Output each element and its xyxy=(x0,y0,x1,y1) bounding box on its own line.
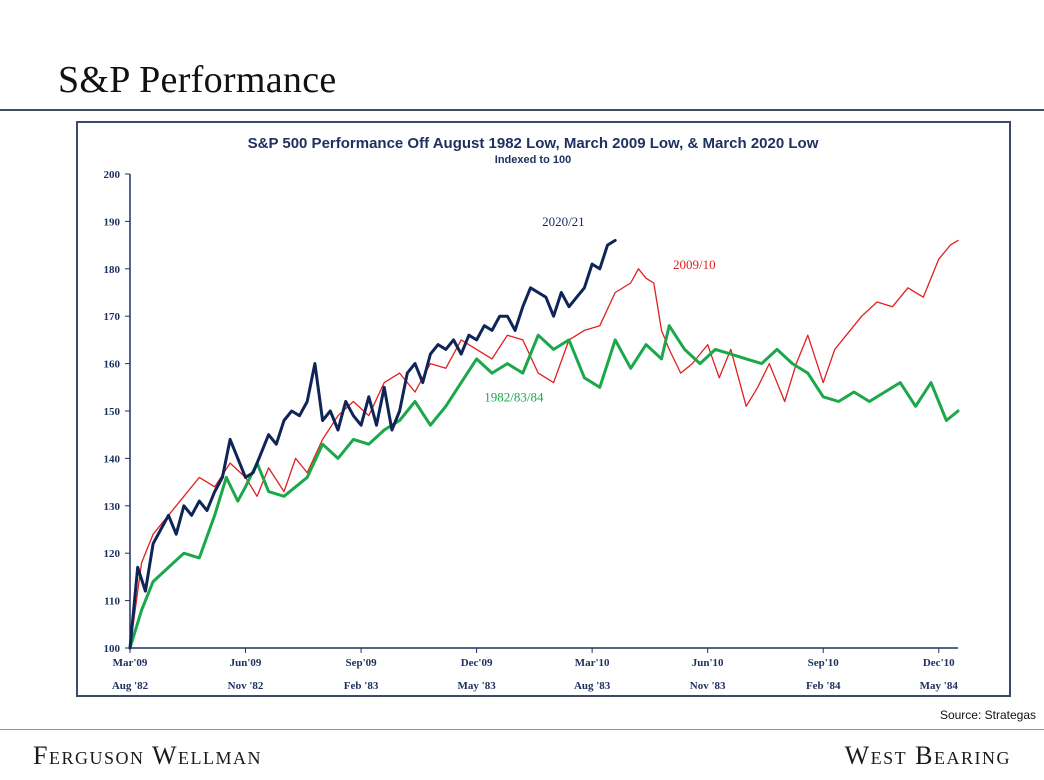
annotations: 2020/21 2009/10 1982/83/84 xyxy=(484,214,715,404)
series-label: 1982/83/84 xyxy=(484,390,544,405)
chart-subtitle: Indexed to 100 xyxy=(495,154,571,166)
y-tick-label: 160 xyxy=(104,359,121,371)
x-tick-label-secondary: May '83 xyxy=(458,680,497,692)
x-tick-label: Dec'09 xyxy=(461,657,493,669)
y-tick-label: 140 xyxy=(104,453,121,465)
x-tick-label: Jun'10 xyxy=(692,657,724,669)
x-tick-label-secondary: Nov '82 xyxy=(228,680,264,692)
y-tick-label: 100 xyxy=(104,643,121,655)
y-tick-label: 190 xyxy=(104,216,121,228)
x-tick-label: Sep'10 xyxy=(808,657,840,669)
y-tick-label: 110 xyxy=(104,596,120,608)
series-line-2009-10 xyxy=(129,239,959,649)
chart-title: S&P 500 Performance Off August 1982 Low,… xyxy=(248,135,819,152)
x-tick-label: Jun'09 xyxy=(230,657,262,669)
series-line-2020-21 xyxy=(128,238,617,650)
brand-ferguson-wellman: Ferguson Wellman xyxy=(33,741,263,770)
chart-frame: S&P 500 Performance Off August 1982 Low,… xyxy=(76,121,1011,697)
y-tick-label: 150 xyxy=(104,406,121,418)
y-tick-label: 180 xyxy=(104,264,121,276)
x-tick-label-secondary: Aug '82 xyxy=(112,680,149,692)
series-line-1982-83-84 xyxy=(128,324,960,650)
y-tick-label: 120 xyxy=(104,548,121,560)
slide-title: S&P Performance xyxy=(58,59,337,101)
axes: 100 110 120 130 140 150 160 170 180 190 200 Mar'09 A… xyxy=(104,169,959,692)
brand-west-bearing: West Bearing xyxy=(844,741,1011,770)
x-tick-label: Sep'09 xyxy=(345,657,377,669)
y-tick-label: 130 xyxy=(104,501,121,513)
y-tick-label: 200 xyxy=(104,169,121,181)
x-tick-label: Mar'09 xyxy=(113,657,148,669)
source-note: Source: Strategas xyxy=(939,708,1036,722)
x-tick-label-secondary: Aug '83 xyxy=(574,680,611,692)
title-divider xyxy=(0,109,1044,111)
series-layer xyxy=(128,238,960,650)
x-tick-label: Dec'10 xyxy=(923,657,955,669)
footer-divider xyxy=(0,729,1044,730)
line-chart: S&P 500 Performance Off August 1982 Low,… xyxy=(104,135,960,692)
y-tick-label: 170 xyxy=(104,311,121,323)
series-label: 2009/10 xyxy=(673,257,716,272)
x-tick-label-secondary: Feb '84 xyxy=(806,680,841,692)
series-label: 2020/21 xyxy=(542,214,585,229)
x-tick-label-secondary: May '84 xyxy=(920,680,959,692)
x-tick-label: Mar'10 xyxy=(575,657,610,669)
x-tick-label-secondary: Feb '83 xyxy=(344,680,379,692)
x-tick-label-secondary: Nov '83 xyxy=(690,680,726,692)
